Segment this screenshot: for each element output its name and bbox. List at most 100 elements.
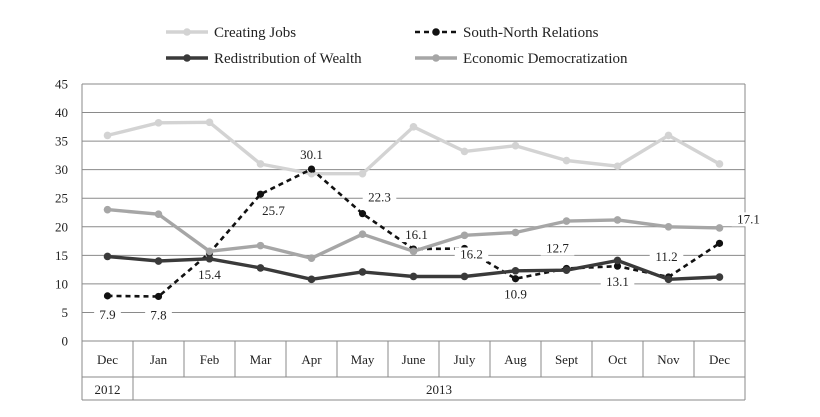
series-2-point xyxy=(154,257,163,265)
series-0-point xyxy=(460,147,469,156)
series-1-point xyxy=(154,292,163,301)
series-2-point xyxy=(715,273,724,281)
x-tick-label: Jan xyxy=(150,352,168,367)
y-tick-label: 0 xyxy=(62,334,69,349)
series-2-point xyxy=(205,254,214,263)
series-3-point xyxy=(103,205,112,214)
x-tick-label: Aug xyxy=(504,352,527,367)
data-label-bg xyxy=(540,241,575,256)
data-label: 7.9 xyxy=(99,307,115,322)
x-tick-label: Oct xyxy=(608,352,627,367)
y-tick-label: 45 xyxy=(55,77,68,92)
axes: 0 5 10 15 20 25 30 35 40 45 Dec Jan Feb Mar Apr May June… xyxy=(55,77,746,401)
data-label: 16.2 xyxy=(460,246,483,261)
data-label-bg xyxy=(256,204,291,219)
legend-label: Economic Democratization xyxy=(463,51,628,67)
x-tick-label: Dec xyxy=(97,352,118,367)
series-3-point xyxy=(256,241,265,250)
x-tick-label: July xyxy=(454,352,476,367)
year-label: 2012 xyxy=(95,382,121,397)
data-label: 30.1 xyxy=(300,147,323,162)
legend-label: South-North Relations xyxy=(463,25,599,41)
legend-marker xyxy=(432,28,440,36)
legend: Creating Jobs South-North Relations Redist… xyxy=(166,25,628,67)
data-label-bg xyxy=(498,287,533,302)
legend-marker xyxy=(183,28,191,36)
data-label: 17.1 xyxy=(737,211,760,226)
series-3-point xyxy=(562,217,571,225)
x-tick-label: Dec xyxy=(709,352,730,367)
series-2-point xyxy=(562,266,571,274)
legend-label: Redistribution of Wealth xyxy=(214,51,362,67)
series-0-point xyxy=(664,131,673,140)
series-3-point xyxy=(664,222,673,231)
data-label: 16.1 xyxy=(405,227,428,242)
legend-marker xyxy=(183,54,191,62)
data-label-bg xyxy=(454,247,489,262)
series-2-point xyxy=(511,266,520,275)
grid xyxy=(82,83,745,342)
data-label: 10.9 xyxy=(504,287,527,302)
data-label-bg xyxy=(94,307,121,322)
series-2-point xyxy=(103,252,112,261)
series-3-point xyxy=(358,230,367,239)
x-tick-label: June xyxy=(402,352,426,367)
legend-marker xyxy=(432,54,440,62)
series-2-point xyxy=(358,268,367,276)
series-0-point xyxy=(613,162,622,171)
series-2-point xyxy=(664,275,673,284)
series-3-point xyxy=(154,210,163,219)
x-tick-label: May xyxy=(351,352,375,367)
data-label-bg xyxy=(192,268,227,283)
data-label-bg xyxy=(294,148,329,163)
series-0-point xyxy=(205,118,214,127)
series-1-point xyxy=(511,275,520,283)
data-label-bg xyxy=(731,212,766,227)
data-label-bg xyxy=(145,308,172,323)
series-3-point xyxy=(205,247,214,256)
series-2-point xyxy=(613,256,622,265)
x-tick-label: Sept xyxy=(555,352,579,367)
data-label-bg xyxy=(399,228,434,243)
year-label: 2013 xyxy=(426,382,452,397)
series-0-point xyxy=(358,169,367,178)
series-3-point xyxy=(613,216,622,224)
series-1-point xyxy=(256,190,265,198)
series-1-point xyxy=(307,165,316,173)
series-2-point xyxy=(307,275,316,284)
data-label-bg xyxy=(649,250,684,265)
series-3-point xyxy=(460,231,469,240)
data-label-bg xyxy=(362,190,397,205)
series-1-point xyxy=(715,239,724,247)
data-label: 22.3 xyxy=(368,190,391,205)
y-tick-label: 35 xyxy=(55,134,68,149)
series-1-point xyxy=(358,210,367,218)
data-label: 15.4 xyxy=(198,267,221,282)
data-label: 11.2 xyxy=(655,249,677,264)
data-label: 25.7 xyxy=(262,203,285,218)
y-tick-label: 5 xyxy=(62,305,69,320)
series-2-point xyxy=(460,272,469,281)
series-0-point xyxy=(154,119,163,127)
data-label: 13.1 xyxy=(606,274,629,289)
series-0-point xyxy=(715,160,724,168)
y-tick-label: 20 xyxy=(55,219,68,234)
series-0-point xyxy=(511,141,520,150)
series-0-point xyxy=(256,160,265,168)
series-2-point xyxy=(409,272,418,281)
x-tick-label: Mar xyxy=(250,352,272,367)
x-tick-label: Nov xyxy=(657,352,680,367)
legend-label: Creating Jobs xyxy=(214,25,296,41)
series-0-point xyxy=(562,156,571,165)
series-3-point xyxy=(307,254,316,262)
x-tick-label: Apr xyxy=(301,352,322,367)
series-1-point xyxy=(103,292,112,300)
data-label: 12.7 xyxy=(546,240,569,255)
y-tick-label: 25 xyxy=(55,191,68,206)
series-0-point xyxy=(409,123,418,131)
y-tick-label: 30 xyxy=(55,162,68,177)
x-tick-label: Feb xyxy=(200,352,220,367)
series-3-point xyxy=(715,224,724,232)
data-label: 7.8 xyxy=(150,307,166,322)
